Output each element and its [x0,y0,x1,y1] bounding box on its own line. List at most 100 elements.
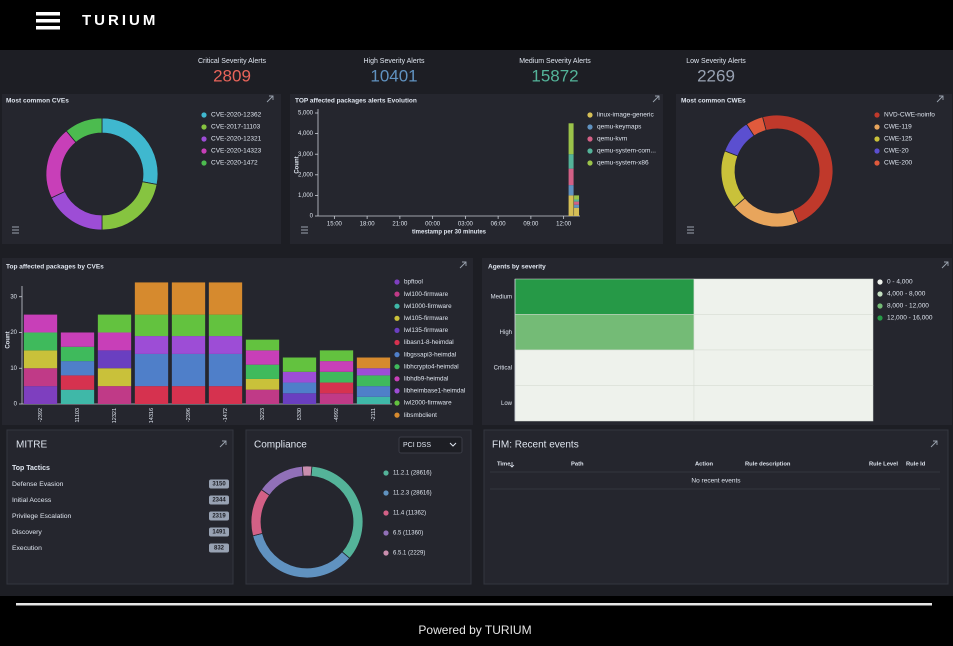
bar-segment [171,314,206,337]
heatmap-cell [693,278,874,315]
y-tick-label: 20 [10,330,17,336]
bar-segment [245,389,280,404]
legend-swatch [394,291,400,297]
legend-label[interactable]: CVE-2020-1472 [211,160,258,167]
expand-icon[interactable] [266,95,274,103]
expand-icon[interactable] [652,95,660,103]
panel-title: Compliance [254,440,307,451]
legend-label[interactable]: CVE-2017-11103 [211,124,261,131]
legend-swatch [394,339,400,346]
legend-swatch [874,148,880,154]
menu-icon[interactable] [36,12,60,30]
expand-icon[interactable] [936,95,944,103]
bar-segment [23,350,58,369]
tactic-count: 2319 [212,514,226,520]
legend-swatch [587,136,593,142]
legend-swatch [877,315,883,321]
legend-label[interactable]: CWE-119 [884,124,912,131]
column-header[interactable]: Action [695,462,713,468]
open-icon[interactable] [930,440,938,448]
x-axis-label: timestamp per 30 minutes [412,230,487,236]
stat-label: Medium Severity Alerts [519,58,591,65]
legend-label[interactable]: CVE-2020-12321 [211,136,262,143]
legend-label[interactable]: libhdb9-heimdal [404,375,448,382]
legend-label[interactable]: 8,000 - 12,000 [887,303,929,310]
legend-label[interactable]: libhcrypto4-heimdal [404,363,459,370]
column-header[interactable]: Rule Id [906,462,926,468]
legend-swatch [201,112,207,118]
legend-swatch [587,148,593,154]
legend-label[interactable]: libgssapi3-heimdal [404,351,456,358]
tactic-name[interactable]: Execution [12,545,42,552]
legend-label[interactable]: qemu-kvm [597,136,627,143]
legend-label[interactable]: 11.2.1 (28616) [393,471,432,477]
stat-value: 2269 [697,66,735,85]
legend-label[interactable]: lwl1000-firmware [404,303,452,310]
legend-toggle[interactable] [687,226,694,234]
open-icon[interactable] [219,440,227,448]
legend-label[interactable]: lwl105-firmware [404,315,449,322]
bar-segment [319,382,354,394]
bar-segment [97,368,132,387]
menu-bar [36,26,60,30]
bar-segment [134,282,169,315]
compliance-selector[interactable]: PCI DSS [398,436,463,454]
bar-segment [60,375,95,390]
stat-value: 10401 [370,66,417,85]
legend-label[interactable]: lwl100-firmware [404,291,449,298]
tactic-name[interactable]: Discovery [12,529,42,536]
tactic-name[interactable]: Defense Evasion [12,481,64,488]
y-tick-label: Critical [494,365,512,371]
sort-icon[interactable] [509,462,515,468]
x-tick-label: 03:00 [458,222,474,228]
legend-label[interactable]: CWE-125 [884,136,913,143]
tactic-name[interactable]: Privilege Escalation [12,513,72,520]
legend-swatch [877,291,883,297]
bar-segment [134,386,169,404]
legend-label[interactable]: CVE-2020-12362 [211,112,262,119]
tactic-name[interactable]: Initial Access [12,497,52,504]
bar-segment [97,386,132,404]
bar-segment [245,339,280,351]
legend-toggle[interactable] [12,226,19,234]
legend-label[interactable]: 0 - 4,000 [887,279,913,286]
expand-icon[interactable] [941,261,949,269]
legend-label[interactable]: CVE-2020-14323 [211,148,262,155]
legend-label[interactable]: NVD-CWE-noinfo [884,112,935,119]
legend-label[interactable]: qemu-keymaps [597,124,642,131]
column-header[interactable]: Path [571,462,584,468]
legend-label[interactable]: lwl2000-firmware [404,400,452,407]
panel-title: FIM: Recent events [492,440,579,451]
legend-label[interactable]: 11.2.3 (28616) [393,491,432,497]
legend-label[interactable]: 4,000 - 8,000 [887,291,926,298]
legend-label[interactable]: bpftool [404,279,423,286]
legend-label[interactable]: lwl135-firmware [404,327,449,334]
legend-label[interactable]: 11.4 (11362) [393,511,426,517]
column-header[interactable]: Rule description [745,462,791,468]
legend-label[interactable]: libasn1-8-heimdal [404,339,454,346]
legend-label[interactable]: linux-image-generic [597,112,654,119]
bar-segment [356,386,391,397]
legend-label[interactable]: CWE-200 [884,160,913,167]
expand-icon[interactable] [459,261,467,269]
legend-label[interactable]: 6.5 (11360) [393,531,423,537]
legend-swatch [394,279,400,285]
column-header[interactable]: Time [497,462,511,468]
panel-title: Most common CVEs [6,98,69,105]
legend-swatch [394,352,400,358]
legend-label[interactable]: qemu-system-x86 [597,160,649,167]
legend-swatch [383,510,389,516]
stat-label: High Severity Alerts [363,58,425,65]
legend-label[interactable]: CWE-20 [884,148,909,155]
x-tick-label: 06:00 [491,222,507,228]
column-header[interactable]: Rule Level [869,462,898,468]
legend-label[interactable]: 6.5.1 (2229) [393,551,425,557]
brand: TURIUM [82,12,158,29]
legend-toggle[interactable] [301,226,308,234]
legend-label[interactable]: libsmbclient [404,412,437,419]
legend-label[interactable]: libheimbase1-heimdal [404,388,465,395]
count-badge [209,479,229,489]
donut-slice [65,117,103,143]
legend-label[interactable]: 12,000 - 16,000 [887,315,933,322]
legend-label[interactable]: qemu-system-com... [597,148,656,155]
